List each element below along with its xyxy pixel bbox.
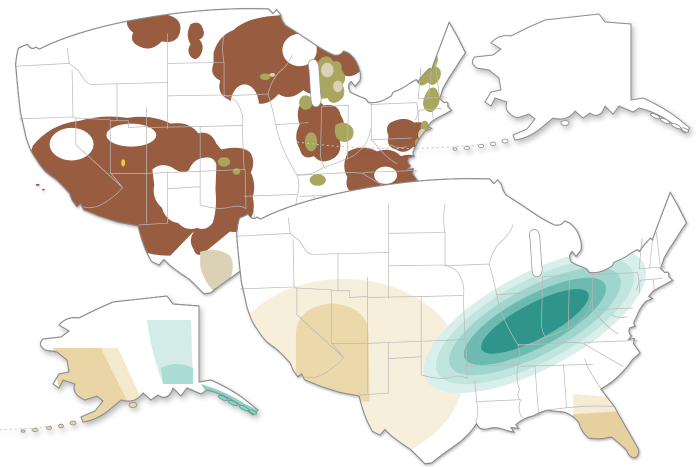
drought-removal-region	[321, 42, 330, 49]
precip-alaska-inset	[0, 295, 259, 433]
aleutian-arc	[296, 141, 488, 150]
drought-development-region	[121, 159, 126, 167]
drought-removal-region	[309, 174, 326, 186]
above-normal-gradient	[423, 249, 647, 394]
aleutian-islands	[20, 402, 138, 433]
precip-map	[236, 178, 687, 465]
drought-improvement-region	[321, 62, 334, 78]
drought-removal-region	[259, 73, 271, 81]
drought-removal-region	[304, 132, 318, 152]
drought-persistence-region	[187, 22, 204, 59]
drought-removal-region	[299, 95, 313, 110]
drought-removal-region	[232, 168, 241, 175]
below-normal-florida-dark	[573, 410, 642, 464]
above-normal-level-5	[481, 289, 589, 354]
drought-hole	[374, 166, 398, 184]
drought-removal-region	[217, 157, 231, 167]
aleutian-islands	[452, 120, 570, 151]
below-normal-florida-light	[573, 394, 636, 415]
channel-islands	[41, 188, 45, 191]
drought-improvement-region	[333, 80, 343, 93]
drought-improvement-region	[269, 72, 276, 77]
ak-above-normal-mid	[161, 364, 193, 384]
alaska-land	[471, 13, 691, 141]
drought-alaska-inset	[296, 13, 691, 151]
aleutian-arc	[0, 425, 56, 431]
drought-hole	[49, 127, 94, 161]
drought-removal-region	[423, 87, 440, 113]
drought-map	[15, 8, 466, 295]
drought-hole	[230, 84, 259, 127]
below-normal-inner	[295, 303, 370, 402]
drought-removal-region	[334, 122, 354, 143]
drought-hole	[106, 123, 157, 147]
channel-islands	[35, 183, 40, 186]
drought-persistence-region	[126, 12, 181, 49]
